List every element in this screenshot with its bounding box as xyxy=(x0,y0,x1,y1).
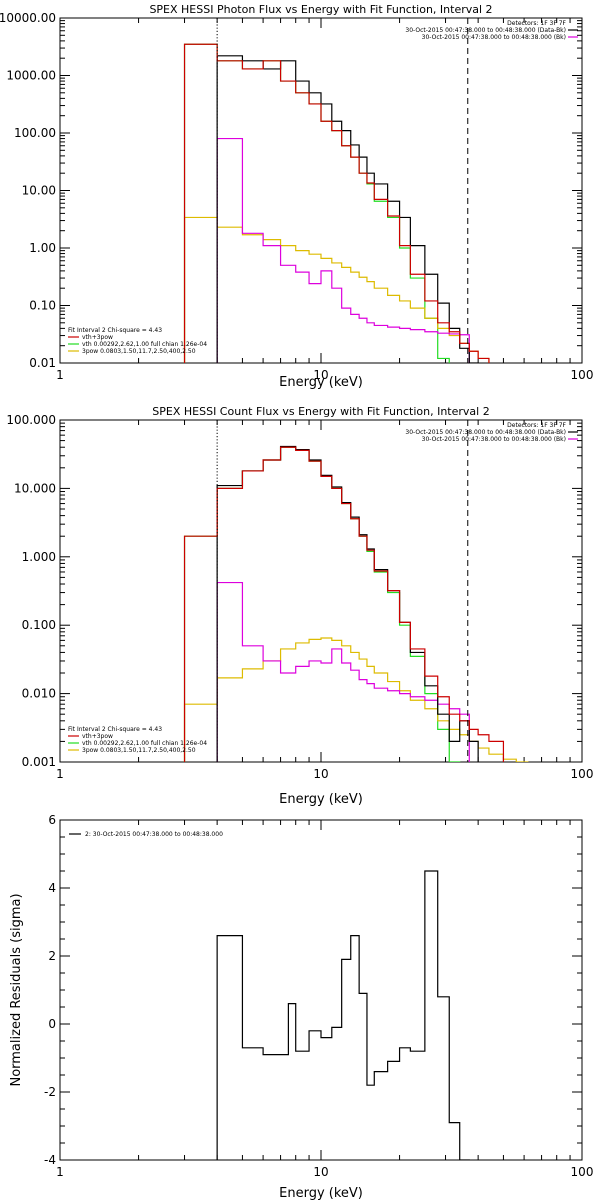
x-tick-label: 1 xyxy=(56,1165,64,1179)
legend-entry: 2: 30-Oct-2015 00:47:38.000 to 00:48:38.… xyxy=(85,831,223,838)
x-tick-label: 10 xyxy=(313,1165,328,1179)
fit-info-line-2: vth+3pow xyxy=(82,334,113,341)
x-tick-label: 100 xyxy=(571,1165,594,1179)
series-vth_3pow xyxy=(183,43,490,363)
y-tick-label: 1000.00 xyxy=(6,69,56,83)
y-tick-label: 1.000 xyxy=(22,550,56,564)
y-axis-label: Normalized Residuals (sigma) xyxy=(9,893,24,1086)
header-line-3: 30-Oct-2015 00:47:38.000 to 00:48:38.000… xyxy=(422,436,566,443)
y-tick-label: 10000.00 xyxy=(0,11,56,25)
plot-data xyxy=(216,870,470,1160)
y-tick-label: 0.001 xyxy=(22,755,56,769)
y-tick-label: 6 xyxy=(48,813,56,827)
fit-info-line-1: Fit Interval 2 Chi-square = 4.43 xyxy=(68,327,162,334)
series-data xyxy=(216,55,479,363)
fit-info-line-1: Fit Interval 2 Chi-square = 4.43 xyxy=(68,726,162,733)
x-axis-label: Energy (keV) xyxy=(279,1186,363,1200)
chart-panel-2: SPEX HESSI Count Flux vs Energy with Fit… xyxy=(6,405,593,807)
y-tick-label: 4 xyxy=(48,881,56,895)
plot-frame xyxy=(59,819,583,1161)
y-tick-label: 100.000 xyxy=(6,413,56,427)
y-tick-label: 0.10 xyxy=(29,299,56,313)
y-tick-label: -4 xyxy=(44,1153,56,1167)
header-line-2: 30-Oct-2015 00:47:38.000 to 00:48:38.000… xyxy=(405,429,566,436)
plot-data xyxy=(183,43,490,363)
x-axis-label: Energy (keV) xyxy=(279,792,363,807)
y-tick-label: 10.00 xyxy=(22,184,56,198)
y-tick-label: 1.00 xyxy=(29,241,56,255)
series-bk xyxy=(216,137,470,363)
series-data xyxy=(216,445,479,762)
y-tick-label: 0.01 xyxy=(29,356,56,370)
fit-info-line-3: vth 0.00292,2.62,1.00 full chian 1.26e-0… xyxy=(82,740,207,747)
chart-title: SPEX HESSI Photon Flux vs Energy with Fi… xyxy=(149,3,492,16)
y-tick-label: 10.000 xyxy=(14,481,56,495)
fit-info-line-2: vth+3pow xyxy=(82,733,113,740)
header-line-1: Detectors: 1F 3F 7F xyxy=(507,422,566,429)
series-bk xyxy=(216,581,470,762)
x-tick-label: 100 xyxy=(571,368,594,382)
chart-title: SPEX HESSI Count Flux vs Energy with Fit… xyxy=(152,405,489,418)
y-tick-label: 0.010 xyxy=(22,687,56,701)
series-vth xyxy=(183,446,461,762)
x-axis-label: Energy (keV) xyxy=(279,375,363,390)
fit-info-line-4: 3pow 0.0803,1.50,11.7,2.50,400,2.50 xyxy=(82,348,196,355)
chart-panel-1: SPEX HESSI Photon Flux vs Energy with Fi… xyxy=(0,3,593,390)
x-tick-label: 1 xyxy=(56,368,64,382)
plot-data xyxy=(183,445,529,762)
y-tick-label: 2 xyxy=(48,949,56,963)
y-tick-label: -2 xyxy=(44,1085,56,1099)
chart-panel-3: 1 10 100 Energy (keV) -4 -2 0 2 4 6 Normalized Res… xyxy=(9,813,593,1200)
x-tick-label: 1 xyxy=(56,767,64,781)
fit-info-line-4: 3pow 0.0803,1.50,11.7,2.50,400,2.50 xyxy=(82,747,196,754)
x-tick-label: 10 xyxy=(313,767,328,781)
x-tick-label: 100 xyxy=(571,767,594,781)
header-line-1: Detectors: 1F 3F 7F xyxy=(507,20,566,27)
fit-info-line-3: vth 0.00292,2.62,1.00 full chian 1.26e-0… xyxy=(82,341,207,348)
header-line-3: 30-Oct-2015 00:47:38.000 to 00:48:38.000… xyxy=(422,34,566,41)
plot-frame xyxy=(59,17,583,364)
header-line-2: 30-Oct-2015 00:47:38.000 to 00:48:38.000… xyxy=(405,27,566,34)
series-data xyxy=(216,870,470,1160)
y-tick-label: 0 xyxy=(48,1017,56,1031)
x-tick-label: 10 xyxy=(313,368,328,382)
series-3pow xyxy=(183,637,529,762)
y-tick-label: 0.100 xyxy=(22,618,56,632)
y-tick-label: 100.00 xyxy=(14,126,56,140)
series-3pow xyxy=(183,216,490,363)
series-vth_3pow xyxy=(183,446,505,762)
